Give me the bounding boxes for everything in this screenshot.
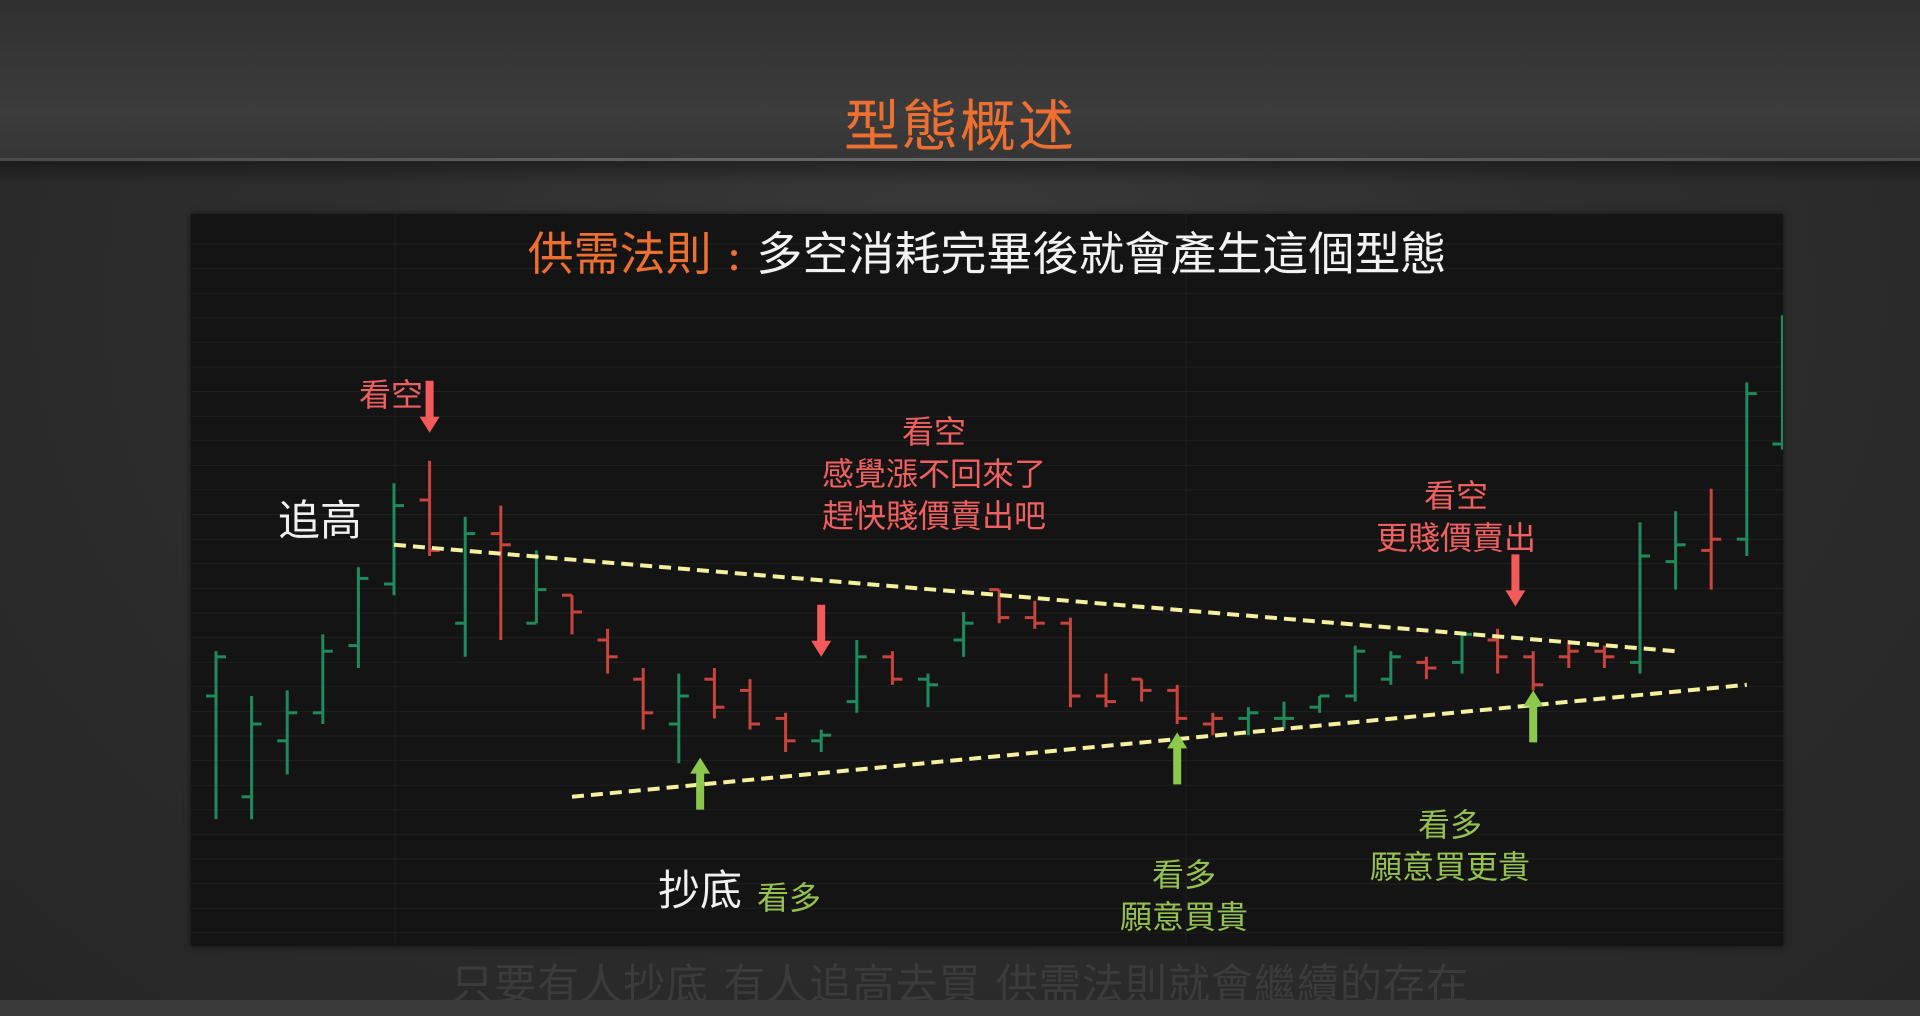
ohlc-bar [384,483,404,596]
chart-title-prefix: 供需法則 : [527,227,742,281]
header-band [0,0,1920,162]
chart-title: 供需法則 : 多空消耗完畢後就會產生這個型態 [191,226,1783,282]
ohlc-bar [1167,684,1188,724]
ohlc-bar [1416,656,1437,680]
ohlc-bar [1096,673,1116,708]
ohlc-bar [1380,651,1401,685]
bull-arrow-3 [1523,690,1544,743]
ohlc-bar [490,505,511,640]
annotation-line: 看多 [1417,806,1482,844]
bear-arrow-3 [1505,554,1526,607]
chart-title-rest: 多空消耗完畢後就會產生這個型態 [756,227,1447,281]
annotation-line: 看多 [1151,856,1216,894]
ohlc-bar [668,673,689,764]
annotation-bear-3: 看空 更賤價賣出 [1356,475,1556,559]
annotation-bear-1: 看空 [341,374,441,416]
annotation-line: 趕快賤價賣出吧 [821,497,1046,535]
ohlc-bar [206,651,226,820]
ohlc-bar [775,712,796,752]
ohlc-bar [1060,617,1081,708]
ohlc-bar [1523,651,1544,691]
ohlc-bar [811,729,832,752]
ohlc-bar [1630,522,1650,674]
ohlc-bar [633,668,654,730]
bull-arrow-2 [1167,732,1188,785]
ohlc-bar [1238,707,1259,736]
page-title: 型態概述 [844,95,1076,160]
ohlc-bar [846,640,867,713]
ohlc-bar [1345,645,1366,702]
ohlc-bar [597,628,618,674]
ohlc-bar [1558,640,1579,668]
header-shadow [0,161,1920,185]
ohlc-bar [526,550,547,625]
footer-band [0,1000,1920,1016]
ohlc-bar [882,651,903,685]
bull-arrow-1 [690,757,711,810]
ohlc-bar [1274,701,1294,730]
ohlc-bar [1594,645,1615,668]
ohlc-bar [1202,712,1223,736]
annotation-line: 願意買更貴 [1369,848,1530,886]
bear-arrow-1 [419,380,440,433]
ohlc-bar [1736,382,1757,556]
ohlc-bar [562,593,582,635]
ohlc-bar [1772,315,1783,450]
ohlc-bar [704,668,725,719]
support-trendline [571,682,1747,799]
header-divider [0,158,1920,161]
resistance-trendline [393,542,1676,654]
annotation-bull-3: 看多 願意買更貴 [1350,804,1550,888]
ohlc-bar [740,679,760,730]
label-bottom-fish: 抄底 [657,866,742,915]
annotation-line: 看空 [1423,477,1488,515]
label-chase-high: 追高 [277,496,362,545]
annotation-line: 看空 [901,413,966,451]
ohlc-bar [953,612,974,657]
bear-arrow-2 [811,604,832,657]
annotation-line: 感覺漲不回來了 [821,455,1046,493]
ohlc-bar [1024,600,1045,629]
ohlc-bar [1452,632,1472,674]
ohlc-bar [918,673,938,708]
annotation-line: 更賤價賣出 [1375,519,1536,557]
ohlc-bar [1701,488,1722,590]
ohlc-bar [1131,677,1152,702]
annotation-line: 看多 [756,879,821,917]
chart-panel: 供需法則 : 多空消耗完畢後就會產生這個型態 追高 抄底 看空 看空 感覺漲不回… [191,214,1783,946]
ohlc-chart [191,214,1783,946]
ohlc-bar [277,690,298,775]
annotation-bull-2: 看多 願意買貴 [1094,854,1274,938]
ohlc-bar [348,567,369,668]
ohlc-bar [989,588,1010,624]
ohlc-bar [312,634,333,724]
annotation-line: 願意買貴 [1119,898,1248,936]
annotation-bear-2: 看空 感覺漲不回來了 趕快賤價賣出吧 [784,411,1084,537]
ohlc-bar [455,516,476,657]
ohlc-bar [419,460,440,556]
ohlc-bar [1309,694,1330,713]
ohlc-bar [1665,511,1686,590]
annotation-bull-1: 看多 [739,877,839,919]
annotation-line: 看空 [358,376,423,414]
ohlc-bar [241,696,262,820]
